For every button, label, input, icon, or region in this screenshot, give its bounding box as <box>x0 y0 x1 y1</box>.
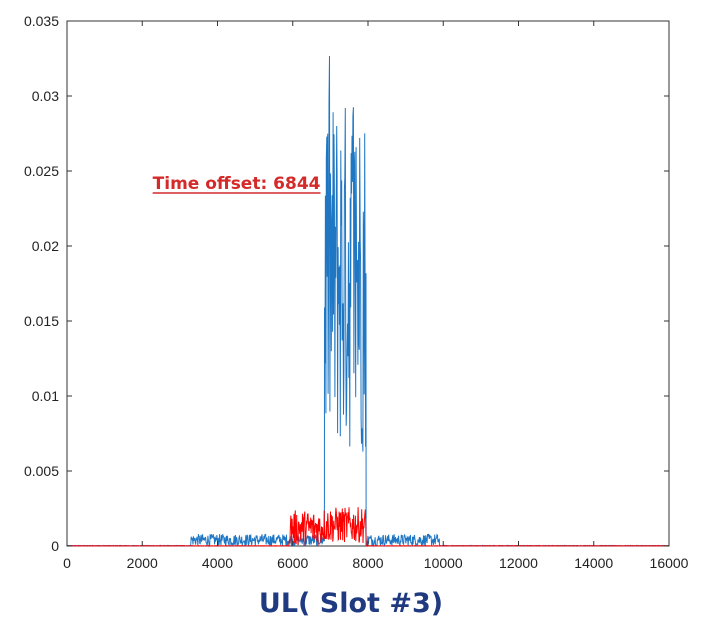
axes: 0 2000 4000 6000 8000 10000 12000 14000 16000 0 0.… <box>24 13 689 571</box>
x-tick-label: 12000 <box>499 555 538 571</box>
chart-caption: UL( Slot #3) <box>258 588 444 619</box>
y-tick-label: 0.03 <box>32 88 59 104</box>
x-tick-label: 4000 <box>202 555 233 571</box>
x-tick-label: 6000 <box>277 555 308 571</box>
y-tick-label: 0.035 <box>24 13 59 29</box>
y-tick-label: 0 <box>51 538 59 554</box>
x-tick-label: 2000 <box>127 555 158 571</box>
x-tick-label: 10000 <box>424 555 463 571</box>
x-tick-label: 16000 <box>650 555 689 571</box>
x-tick-label: 14000 <box>574 555 613 571</box>
y-tick-label: 0.01 <box>32 388 59 404</box>
x-tick-label: 8000 <box>352 555 383 571</box>
annotation-label: Time offset: 6844 <box>153 174 321 194</box>
y-tick-label: 0.005 <box>24 463 59 479</box>
plot-area <box>66 20 670 547</box>
time-offset-annotation: Time offset: 6844 <box>152 174 321 194</box>
y-tick-label: 0.02 <box>32 238 59 254</box>
y-tick-label: 0.015 <box>24 313 59 329</box>
y-tick-label: 0.025 <box>24 163 59 179</box>
x-tick-label: 0 <box>63 555 71 571</box>
